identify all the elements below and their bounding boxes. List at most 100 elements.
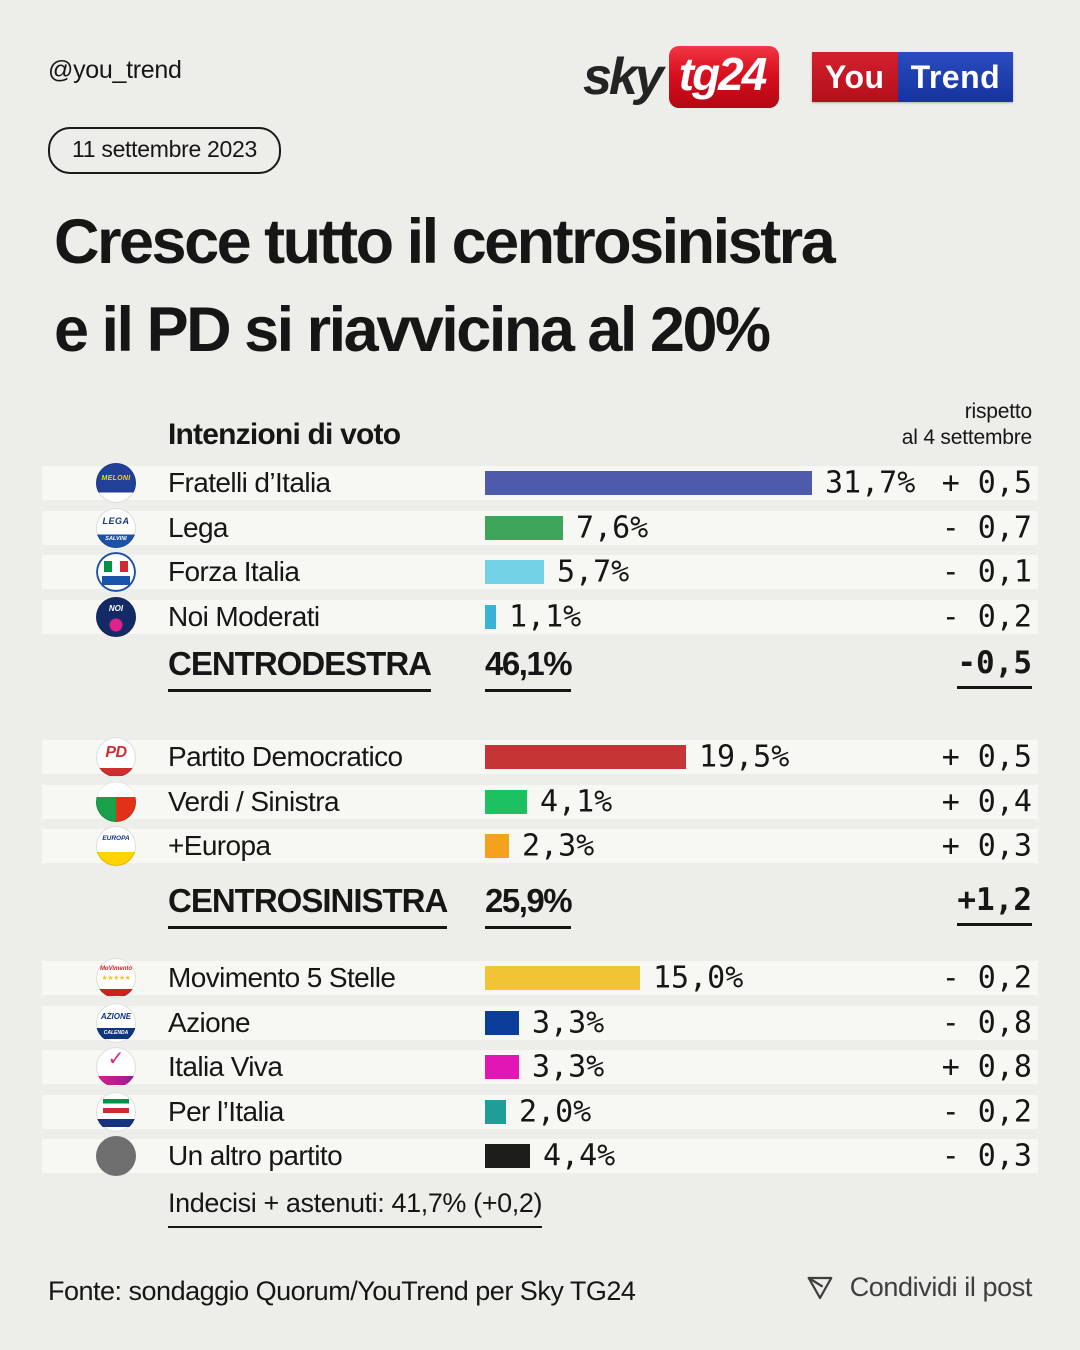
title-segment: e il bbox=[54, 295, 147, 365]
party-logo: LEGA SALVINI bbox=[96, 507, 136, 548]
party-name: Per l’Italia bbox=[168, 1095, 284, 1127]
party-logo-text: NOI bbox=[108, 603, 124, 613]
party-name: +Europa bbox=[168, 830, 271, 861]
party-logo bbox=[96, 552, 136, 592]
vote-percentage: 31,7% bbox=[825, 465, 916, 501]
party-logo: EUROPA bbox=[96, 826, 136, 866]
party-logo-text: AZIONE bbox=[100, 1011, 132, 1021]
share-label: Condividi il post bbox=[849, 1272, 1033, 1302]
party-logo: PD bbox=[96, 737, 136, 777]
change-column-header-line1: rispetto bbox=[964, 400, 1032, 423]
date-badge: 11 settembre 2023 bbox=[48, 127, 281, 174]
summary-centrodestra: CENTRODESTRA 46,1% -0,5 bbox=[42, 645, 1038, 695]
title-segment: Cresce tutto il bbox=[54, 207, 452, 277]
vote-percentage: 4,4% bbox=[543, 1138, 616, 1174]
party-name: Italia Viva bbox=[168, 1051, 283, 1082]
party-row: Per l’Italia 2,0% - 0,2 bbox=[42, 1091, 1038, 1132]
party-name: Forza Italia bbox=[168, 556, 300, 587]
group-centrodestra: MELONI Fratelli d’Italia 31,7% + 0,5 LEG… bbox=[42, 463, 1038, 644]
party-logo bbox=[96, 781, 136, 822]
vote-percentage: 4,1% bbox=[540, 784, 613, 819]
share-post-button[interactable]: Condividi il post bbox=[805, 1272, 1032, 1303]
party-logo-text: EUROPA bbox=[102, 835, 130, 842]
source-caption: Fonte: sondaggio Quorum/YouTrend per Sky… bbox=[48, 1276, 636, 1306]
vote-percentage: 2,3% bbox=[522, 828, 595, 864]
party-row: Forza Italia 5,7% - 0,1 bbox=[42, 552, 1038, 592]
group-altri: MoVimento ★★★★★ Movimento 5 Stelle 15,0%… bbox=[42, 958, 1038, 1184]
party-logo-subtext: CALENDA bbox=[103, 1029, 129, 1036]
vote-change: + 0,5 bbox=[941, 739, 1032, 775]
party-logo-text: PD bbox=[105, 744, 127, 761]
vote-bar bbox=[485, 1055, 519, 1079]
vote-bar bbox=[485, 789, 527, 814]
title-segment: si bbox=[229, 295, 307, 365]
party-name: Lega bbox=[168, 511, 228, 543]
vote-percentage: 19,5% bbox=[699, 739, 790, 775]
party-row: EUROPA +Europa 2,3% + 0,3 bbox=[42, 826, 1038, 866]
undecided-note: Indecisi + astenuti: 41,7% (+0,2) bbox=[168, 1188, 542, 1228]
party-logo-text: ✓ bbox=[107, 1048, 125, 1070]
vote-percentage: 5,7% bbox=[557, 554, 630, 590]
page-title: Cresce tutto il centrosinistra e il PD si… bbox=[54, 198, 1044, 374]
vote-change: - 0,7 bbox=[941, 510, 1032, 545]
party-row: MELONI Fratelli d’Italia 31,7% + 0,5 bbox=[42, 463, 1038, 503]
party-logo bbox=[96, 1136, 136, 1176]
coalition-change: +1,2 bbox=[957, 882, 1032, 926]
youtrend-logo-you: You bbox=[812, 52, 898, 102]
sky-tg24-logo: sky tg24 bbox=[583, 46, 780, 108]
share-icon bbox=[807, 1276, 833, 1299]
title-segment: centrosinistra bbox=[451, 207, 836, 277]
vote-bar bbox=[485, 966, 640, 990]
party-name: Azione bbox=[168, 1006, 251, 1038]
party-row: Verdi / Sinistra 4,1% + 0,4 bbox=[42, 781, 1038, 822]
party-name: Noi Moderati bbox=[168, 600, 320, 632]
coalition-total: 25,9% bbox=[485, 882, 573, 929]
party-logo: AZIONE CALENDA bbox=[96, 1002, 136, 1043]
party-logo: MoVimento ★★★★★ bbox=[96, 958, 136, 998]
change-column-header: rispetto al 4 settembre bbox=[902, 399, 1032, 451]
party-logo: ✓ bbox=[96, 1047, 136, 1087]
coalition-total: 46,1% bbox=[485, 645, 573, 692]
party-logo-text: LEGA bbox=[102, 515, 130, 526]
coalition-label: CENTROSINISTRA bbox=[168, 882, 448, 929]
youtrend-logo-trend: Trend bbox=[897, 52, 1014, 102]
vote-change: + 0,3 bbox=[941, 828, 1032, 864]
change-column-header-line2: al 4 settembre bbox=[901, 426, 1032, 449]
party-name: Partito Democratico bbox=[168, 741, 403, 772]
coalition-label: CENTRODESTRA bbox=[168, 645, 432, 692]
vote-bar bbox=[485, 604, 496, 629]
vote-bar bbox=[485, 1010, 519, 1035]
vote-percentage: 3,3% bbox=[532, 1005, 605, 1040]
party-logo-subtext: ★★★★★ bbox=[101, 975, 131, 982]
title-segment: riavvicina al 20% bbox=[306, 295, 771, 365]
vote-change: - 0,1 bbox=[941, 554, 1032, 590]
vote-bar bbox=[485, 560, 544, 584]
party-logo: NOI bbox=[96, 596, 136, 637]
vote-change: + 0,5 bbox=[941, 465, 1032, 501]
party-name: Un altro partito bbox=[168, 1140, 343, 1171]
vote-percentage: 1,1% bbox=[509, 599, 582, 634]
vote-bar bbox=[485, 745, 686, 769]
vote-percentage: 3,3% bbox=[532, 1049, 605, 1085]
sky-logo-text: sky bbox=[583, 48, 664, 106]
vote-change: - 0,8 bbox=[941, 1005, 1032, 1040]
party-logo bbox=[96, 1091, 136, 1132]
vote-bar bbox=[485, 471, 812, 495]
summary-centrosinistra: CENTROSINISTRA 25,9% +1,2 bbox=[42, 882, 1038, 932]
party-logo-text: MoVimento bbox=[99, 966, 133, 972]
party-name: Fratelli d’Italia bbox=[168, 467, 331, 498]
party-row: PD Partito Democratico 19,5% + 0,5 bbox=[42, 737, 1038, 777]
party-logo-subtext: SALVINI bbox=[105, 535, 127, 542]
vote-change: + 0,4 bbox=[941, 784, 1032, 819]
vote-percentage: 7,6% bbox=[576, 510, 649, 545]
party-name: Verdi / Sinistra bbox=[168, 785, 340, 817]
party-logo-text: MELONI bbox=[101, 475, 131, 482]
table-title: Intenzioni di voto bbox=[168, 418, 401, 451]
party-row: ✓ Italia Viva 3,3% + 0,8 bbox=[42, 1047, 1038, 1087]
account-handle: @you_trend bbox=[48, 56, 182, 84]
party-row: LEGA SALVINI Lega 7,6% - 0,7 bbox=[42, 507, 1038, 548]
vote-bar bbox=[485, 1099, 506, 1124]
vote-change: - 0,2 bbox=[941, 960, 1032, 996]
party-logo: MELONI bbox=[96, 463, 136, 503]
vote-bar bbox=[485, 1144, 530, 1168]
